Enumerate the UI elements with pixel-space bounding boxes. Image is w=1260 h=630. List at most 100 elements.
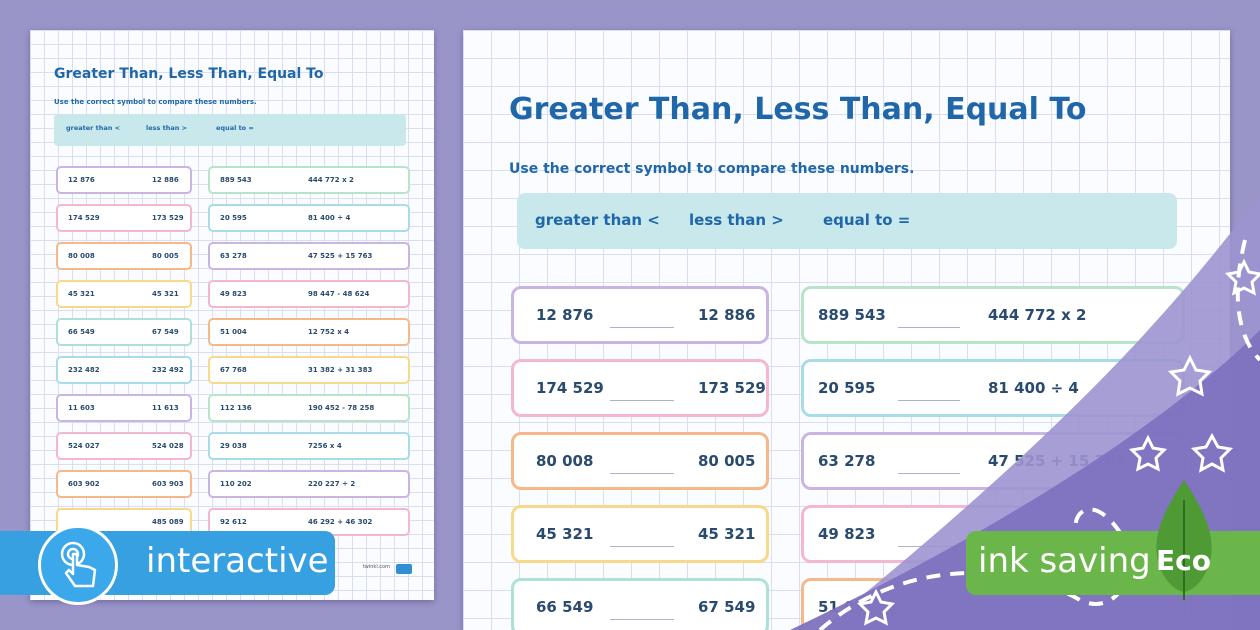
eco-label: Eco — [1156, 544, 1211, 577]
first-number: 889 543 — [818, 306, 886, 324]
answer-blank[interactable] — [610, 400, 674, 401]
second-number: 603 903 — [152, 480, 184, 488]
answer-blank[interactable] — [898, 400, 960, 401]
first-number: 889 543 — [220, 176, 252, 184]
page-instruction: Use the correct symbol to compare these … — [509, 161, 915, 177]
first-number: 110 202 — [220, 480, 252, 488]
first-number: 524 027 — [68, 442, 100, 450]
second-number: 98 447 - 48 624 — [308, 290, 370, 298]
second-number: 45 321 — [698, 525, 756, 543]
second-number: 12 886 — [152, 176, 179, 184]
small-right-row-card[interactable]: 20 595 81 400 ÷ 4 — [208, 204, 410, 232]
second-number: 45 321 — [152, 290, 179, 298]
small-right-row-card[interactable]: 110 202 220 227 ÷ 2 — [208, 470, 410, 498]
first-number: 174 529 — [68, 214, 100, 222]
first-number: 29 038 — [220, 442, 247, 450]
first-number: 45 321 — [536, 525, 594, 543]
second-number: 67 549 — [698, 598, 756, 616]
small-page-title: Greater Than, Less Than, Equal To — [54, 66, 324, 82]
key-less: less than > — [689, 211, 784, 229]
first-number: 603 902 — [68, 480, 100, 488]
interactive-badge[interactable]: interactive — [0, 525, 335, 605]
page-title: Greater Than, Less Than, Equal To — [509, 92, 1087, 127]
answer-blank[interactable] — [610, 619, 674, 620]
second-number: 173 529 — [152, 214, 184, 222]
answer-blank[interactable] — [898, 619, 960, 620]
interactive-label: interactive — [146, 541, 329, 581]
small-left-row-card[interactable]: 603 902 603 903 — [56, 470, 192, 498]
small-left-row-card[interactable]: 66 549 67 549 — [56, 318, 192, 346]
second-number: 485 089 — [152, 518, 184, 526]
small-right-row-card[interactable]: 112 136 190 452 - 78 258 — [208, 394, 410, 422]
touch-hand-icon — [38, 525, 118, 605]
second-number: 47 525 + 15 763 — [988, 452, 1126, 470]
second-number: 47 525 + 15 763 — [308, 252, 373, 260]
small-footer-text: twinkl.com — [362, 564, 390, 570]
first-number: 11 603 — [68, 404, 95, 412]
second-number: 12 752 x 4 — [308, 328, 350, 336]
small-left-row-card[interactable]: 232 482 232 492 — [56, 356, 192, 384]
second-number: 31 382 + 31 383 — [308, 366, 373, 374]
second-number: 81 400 ÷ 4 — [988, 379, 1079, 397]
right-row-card[interactable]: 63 278 47 525 + 15 763 — [801, 432, 1185, 490]
small-left-row-card[interactable]: 524 027 524 028 — [56, 432, 192, 460]
small-right-row-card[interactable]: 49 823 98 447 - 48 624 — [208, 280, 410, 308]
second-number: 444 772 x 2 — [988, 306, 1087, 324]
first-number: 20 595 — [818, 379, 876, 397]
first-number: 174 529 — [536, 379, 604, 397]
left-row-card[interactable]: 174 529 173 529 — [511, 359, 769, 417]
right-row-card[interactable]: 20 595 81 400 ÷ 4 — [801, 359, 1185, 417]
first-number: 232 482 — [68, 366, 100, 374]
answer-blank[interactable] — [610, 327, 674, 328]
first-number: 12 876 — [536, 306, 594, 324]
small-left-row-card[interactable]: 174 529 173 529 — [56, 204, 192, 232]
first-number: 51 004 — [220, 328, 247, 336]
answer-blank[interactable] — [898, 546, 960, 547]
second-number: 11 613 — [152, 404, 179, 412]
first-number: 12 876 — [68, 176, 95, 184]
small-symbol-key: greater than < less than > equal to = — [54, 114, 406, 146]
small-right-row-card[interactable]: 67 768 31 382 + 31 383 — [208, 356, 410, 384]
small-right-row-card[interactable]: 889 543 444 772 x 2 — [208, 166, 410, 194]
first-number: 80 008 — [68, 252, 95, 260]
small-left-row-card[interactable]: 45 321 45 321 — [56, 280, 192, 308]
small-left-row-card[interactable]: 80 008 80 005 — [56, 242, 192, 270]
key-equal: equal to = — [823, 211, 911, 229]
ink-saving-badge[interactable]: ink saving — [966, 531, 1260, 595]
second-number: 12 886 — [698, 306, 756, 324]
symbol-key: greater than < less than > equal to = — [517, 193, 1177, 249]
left-row-card[interactable]: 12 876 12 886 — [511, 286, 769, 344]
first-number: 112 136 — [220, 404, 252, 412]
first-number: 49 823 — [220, 290, 247, 298]
first-number: 63 278 — [818, 452, 876, 470]
left-row-card[interactable]: 66 549 67 549 — [511, 578, 769, 630]
answer-blank[interactable] — [898, 473, 960, 474]
key-greater: greater than < — [535, 211, 660, 229]
small-left-row-card[interactable]: 11 603 11 613 — [56, 394, 192, 422]
second-number: 80 005 — [698, 452, 756, 470]
left-row-card[interactable]: 80 008 80 005 — [511, 432, 769, 490]
small-left-row-card[interactable]: 12 876 12 886 — [56, 166, 192, 194]
worksheet-page-preview[interactable]: Greater Than, Less Than, Equal To Use th… — [30, 30, 434, 600]
answer-blank[interactable] — [898, 327, 960, 328]
small-page-instruction: Use the correct symbol to compare these … — [54, 98, 257, 106]
small-right-row-card[interactable]: 51 004 12 752 x 4 — [208, 318, 410, 346]
second-number: 524 028 — [152, 442, 184, 450]
left-row-card[interactable]: 45 321 45 321 — [511, 505, 769, 563]
small-key-less: less than > — [146, 124, 188, 132]
second-number: 173 529 — [698, 379, 766, 397]
small-footer-logo — [396, 564, 412, 574]
ink-saving-label: ink saving — [978, 541, 1151, 581]
small-key-greater: greater than < — [66, 124, 121, 132]
first-number: 49 823 — [818, 525, 876, 543]
first-number: 51 00 — [818, 598, 865, 616]
second-number: 81 400 ÷ 4 — [308, 214, 351, 222]
small-right-row-card[interactable]: 29 038 7256 x 4 — [208, 432, 410, 460]
answer-blank[interactable] — [610, 546, 674, 547]
small-right-row-card[interactable]: 63 278 47 525 + 15 763 — [208, 242, 410, 270]
second-number: 220 227 ÷ 2 — [308, 480, 356, 488]
answer-blank[interactable] — [610, 473, 674, 474]
second-number: 80 005 — [152, 252, 179, 260]
right-row-card[interactable]: 889 543 444 772 x 2 — [801, 286, 1185, 344]
first-number: 80 008 — [536, 452, 594, 470]
